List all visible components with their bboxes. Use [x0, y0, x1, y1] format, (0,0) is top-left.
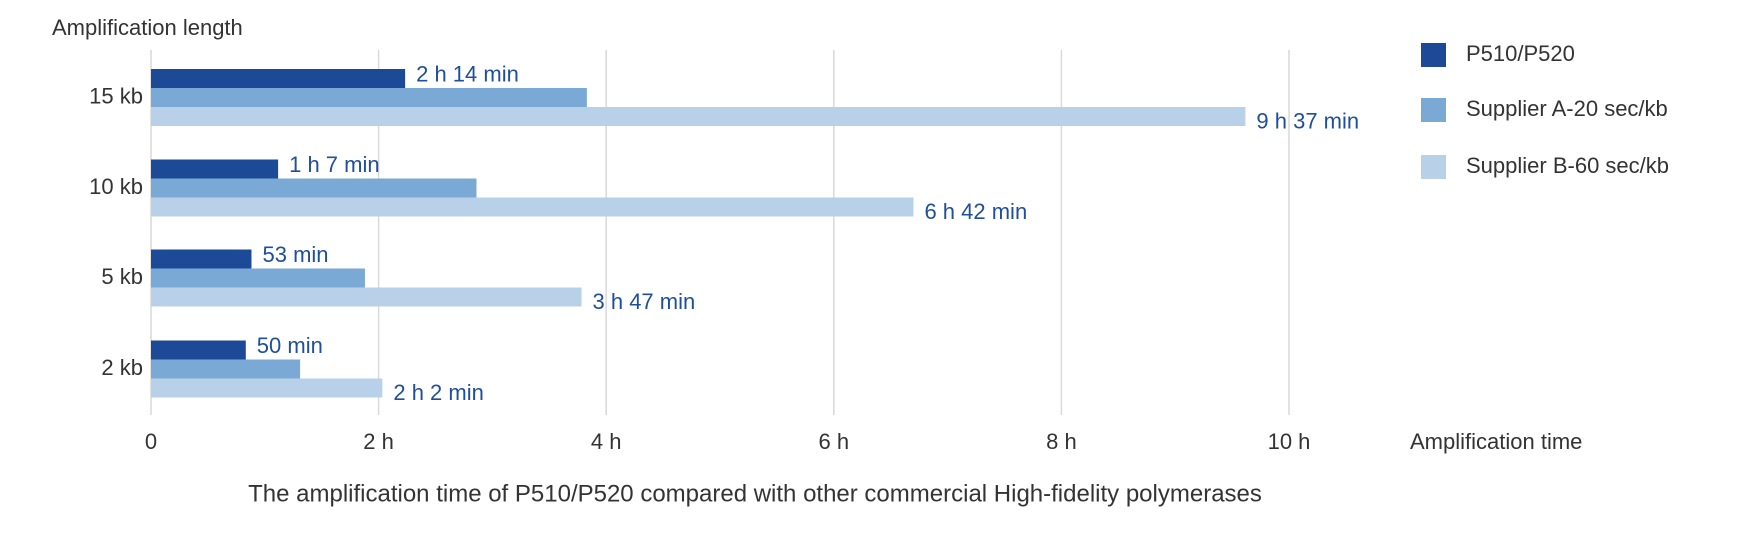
value-label: 9 h 37 min — [1256, 108, 1359, 133]
y-tick-label: 5 kb — [101, 264, 143, 289]
x-tick-label: 8 h — [1046, 429, 1077, 454]
bar — [151, 378, 383, 398]
legend-swatch — [1421, 155, 1446, 179]
value-label: 2 h 2 min — [393, 380, 484, 405]
bar — [151, 178, 477, 198]
y-tick-label: 10 kb — [89, 174, 143, 199]
bar — [151, 107, 1246, 126]
y-tick-label: 15 kb — [89, 83, 143, 108]
chart-title: The amplification time of P510/P520 comp… — [248, 480, 1262, 507]
y-tick-label: 2 kb — [101, 355, 143, 380]
x-axis-title: Amplification time — [1410, 429, 1582, 454]
bar — [151, 69, 406, 88]
value-label: 3 h 47 min — [593, 289, 696, 314]
bar — [151, 159, 279, 179]
value-label: 6 h 42 min — [924, 199, 1027, 224]
legend-label: Supplier B-60 sec/kb — [1466, 153, 1669, 178]
legend-swatch — [1421, 98, 1446, 122]
x-tick-label: 10 h — [1268, 429, 1311, 454]
bar — [151, 249, 252, 269]
x-tick-label: 2 h — [363, 429, 394, 454]
value-label: 1 h 7 min — [289, 152, 380, 177]
bar — [151, 287, 582, 307]
bar — [151, 197, 914, 217]
value-label: 2 h 14 min — [416, 61, 519, 86]
x-tick-label: 0 — [145, 429, 157, 454]
legend-label: P510/P520 — [1466, 41, 1575, 66]
legend-label: Supplier A-20 sec/kb — [1466, 96, 1668, 121]
bar — [151, 88, 587, 107]
y-axis-title: Amplification length — [52, 15, 243, 40]
bar — [151, 268, 365, 288]
value-label: 50 min — [257, 333, 323, 358]
x-tick-label: 4 h — [591, 429, 622, 454]
x-tick-label: 6 h — [819, 429, 850, 454]
bar — [151, 359, 301, 379]
value-label: 53 min — [262, 242, 328, 267]
legend-swatch — [1421, 43, 1446, 67]
bar — [151, 340, 246, 360]
